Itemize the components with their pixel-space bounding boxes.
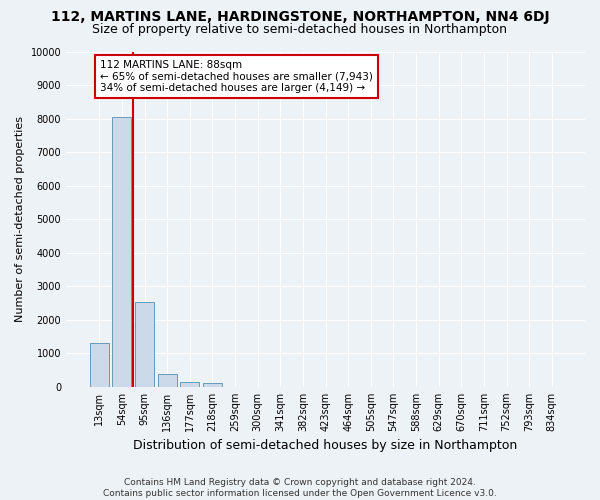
Bar	[158, 374, 177, 387]
Text: 112, MARTINS LANE, HARDINGSTONE, NORTHAMPTON, NN4 6DJ: 112, MARTINS LANE, HARDINGSTONE, NORTHAM…	[50, 10, 550, 24]
X-axis label: Distribution of semi-detached houses by size in Northampton: Distribution of semi-detached houses by …	[133, 440, 518, 452]
Bar	[180, 382, 199, 387]
Text: 112 MARTINS LANE: 88sqm
← 65% of semi-detached houses are smaller (7,943)
34% of: 112 MARTINS LANE: 88sqm ← 65% of semi-de…	[100, 60, 373, 93]
Y-axis label: Number of semi-detached properties: Number of semi-detached properties	[15, 116, 25, 322]
Bar	[135, 302, 154, 387]
Bar	[112, 117, 131, 387]
Text: Contains HM Land Registry data © Crown copyright and database right 2024.
Contai: Contains HM Land Registry data © Crown c…	[103, 478, 497, 498]
Bar	[89, 342, 109, 387]
Text: Size of property relative to semi-detached houses in Northampton: Size of property relative to semi-detach…	[92, 22, 508, 36]
Bar	[203, 384, 222, 387]
